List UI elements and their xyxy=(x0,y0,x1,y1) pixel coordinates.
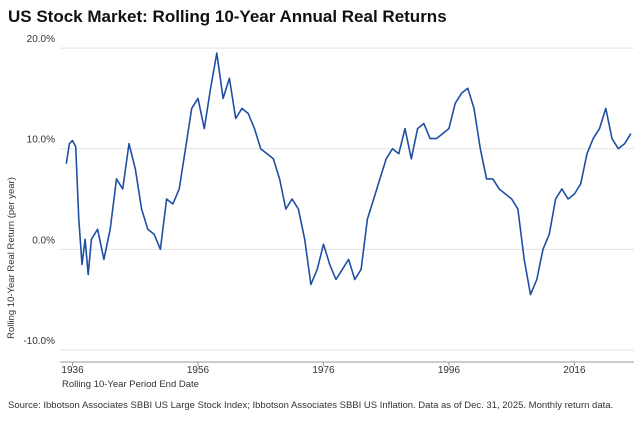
x-tick-label: 2016 xyxy=(563,365,586,376)
y-tick-label: 20.0% xyxy=(27,34,55,45)
x-tick-label: 1976 xyxy=(312,365,335,376)
line-series xyxy=(65,52,632,296)
y-tick-label: -10.0% xyxy=(23,336,55,347)
x-tick-label: 1996 xyxy=(438,365,461,376)
y-axis-label: Rolling 10-Year Real Return (per year) xyxy=(6,177,17,339)
x-tick-label: 1956 xyxy=(187,365,210,376)
chart-title: US Stock Market: Rolling 10-Year Annual … xyxy=(8,7,447,26)
source-note: Source: Ibbotson Associates SBBI US Larg… xyxy=(8,400,613,411)
x-axis-label: Rolling 10-Year Period End Date xyxy=(62,379,199,390)
x-tick-label: 1936 xyxy=(61,365,84,376)
y-tick-label: 10.0% xyxy=(27,135,55,146)
y-tick-label: 0.0% xyxy=(32,235,55,246)
